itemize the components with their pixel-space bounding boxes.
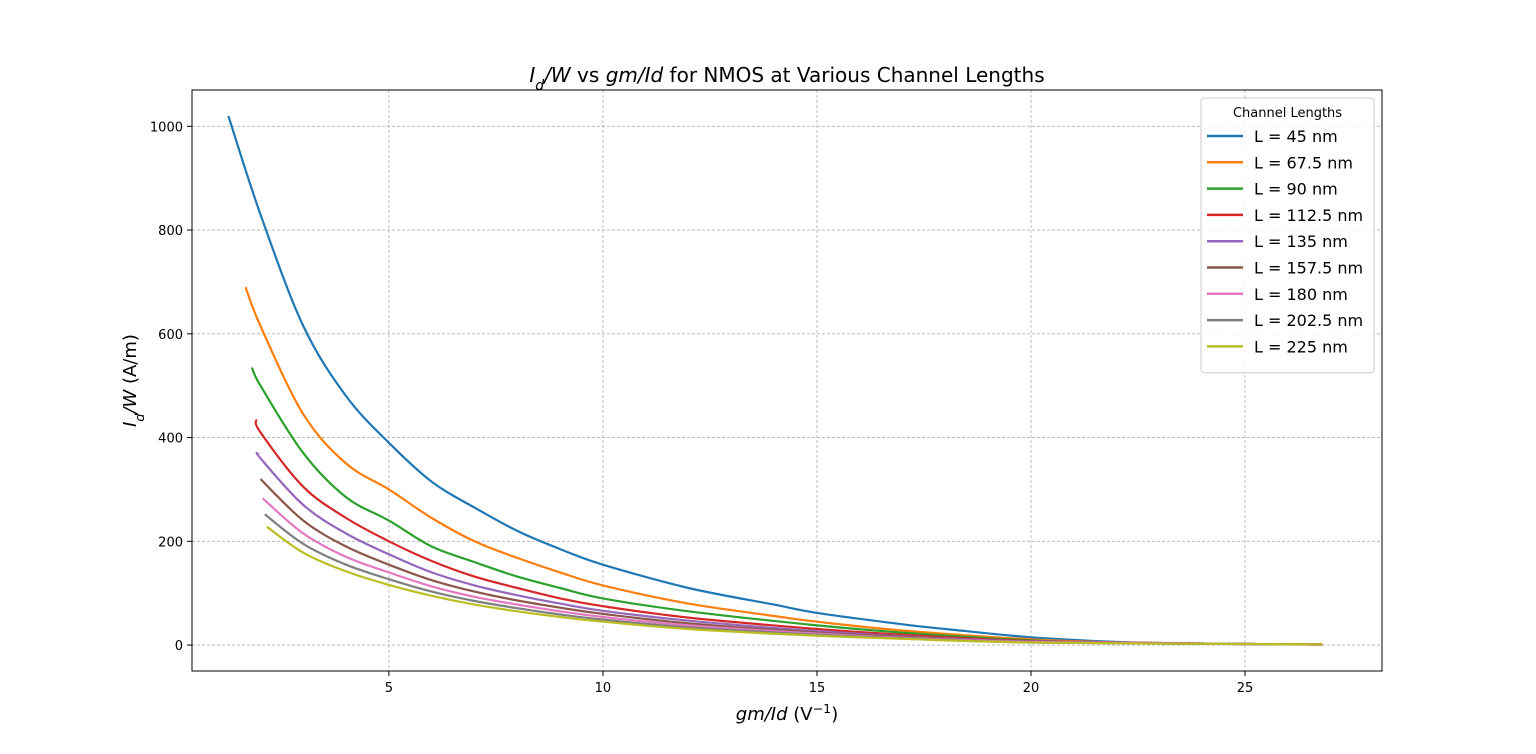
label-part: (A/m) (120, 334, 141, 390)
x-axis-label: gm/Id (V−1) (736, 701, 838, 726)
series-line-5 (259, 478, 1323, 646)
y-tick-label: 600 (158, 328, 183, 343)
y-tick-label: 0 (175, 639, 183, 654)
plot-frame (191, 89, 1383, 672)
legend-box (1200, 97, 1375, 374)
y-tick-label: 200 (158, 535, 183, 550)
series-line-4 (255, 451, 1323, 646)
legend-entry: L = 180 nm (1207, 285, 1348, 304)
label-part: /W (120, 389, 141, 416)
label-part: vs (571, 63, 606, 87)
legend-entry: L = 225 nm (1207, 337, 1348, 356)
legend-label: L = 45 nm (1254, 127, 1338, 146)
legend: Channel Lengths L = 45 nmL = 67.5 nmL = … (1200, 97, 1375, 374)
legend-title: Channel Lengths (1233, 106, 1342, 121)
legend-label: L = 135 nm (1254, 232, 1348, 251)
y-tick-label: 800 (158, 224, 183, 239)
chart-title: Id/W vs gm/Id for NMOS at Various Channe… (529, 63, 1044, 94)
y-tick-label: 1000 (150, 120, 183, 135)
x-tick-label: 15 (809, 681, 826, 696)
label-part: (V (788, 704, 814, 725)
legend-entry: L = 202.5 nm (1207, 311, 1363, 330)
label-part: d (535, 78, 544, 94)
legend-label: L = 67.5 nm (1254, 153, 1353, 172)
label-part: d (132, 413, 147, 422)
x-tick-label: 5 (385, 681, 393, 696)
series-line-7 (264, 513, 1323, 646)
legend-entry: L = 90 nm (1207, 180, 1338, 199)
grid-lines (192, 90, 1382, 671)
legend-entry: L = 135 nm (1207, 232, 1348, 251)
legend-entry: L = 157.5 nm (1207, 259, 1363, 278)
legend-items: L = 45 nm L = 67.5 nm L = 90 nm L = 112.5 n… (1207, 127, 1363, 356)
series-line-8 (266, 525, 1323, 646)
x-tick-label: 20 (1023, 681, 1040, 696)
legend-entry: L = 67.5 nm (1207, 153, 1353, 172)
legend-label: L = 180 nm (1254, 285, 1348, 304)
y-tick-label: 400 (158, 432, 183, 447)
legend-label: L = 90 nm (1254, 180, 1338, 199)
x-tick-label: 10 (595, 681, 612, 696)
x-tick-label: 25 (1237, 681, 1254, 696)
label-part: gm/Id (736, 704, 788, 725)
series-line-3 (254, 419, 1323, 646)
legend-label: L = 157.5 nm (1254, 259, 1363, 278)
axis-ticks: 5 10 15 20 25 0 200 400 600 800 1000 (150, 120, 1253, 696)
y-axis-label: Id/W (A/m) (120, 334, 147, 427)
label-part: for NMOS at Various Channel Lengths (663, 63, 1044, 87)
label-part: ) (831, 704, 838, 725)
series-lines (227, 115, 1323, 646)
label-part: I (120, 422, 141, 427)
label-part: gm/Id (606, 63, 664, 87)
label-part: −1 (813, 701, 832, 716)
legend-entry: L = 45 nm (1207, 127, 1338, 146)
legend-label: L = 112.5 nm (1254, 206, 1363, 225)
legend-label: L = 225 nm (1254, 337, 1348, 356)
label-part: /W (542, 63, 572, 87)
legend-label: L = 202.5 nm (1254, 311, 1363, 330)
label-part: I (529, 63, 535, 87)
legend-entry: L = 112.5 nm (1207, 206, 1363, 225)
